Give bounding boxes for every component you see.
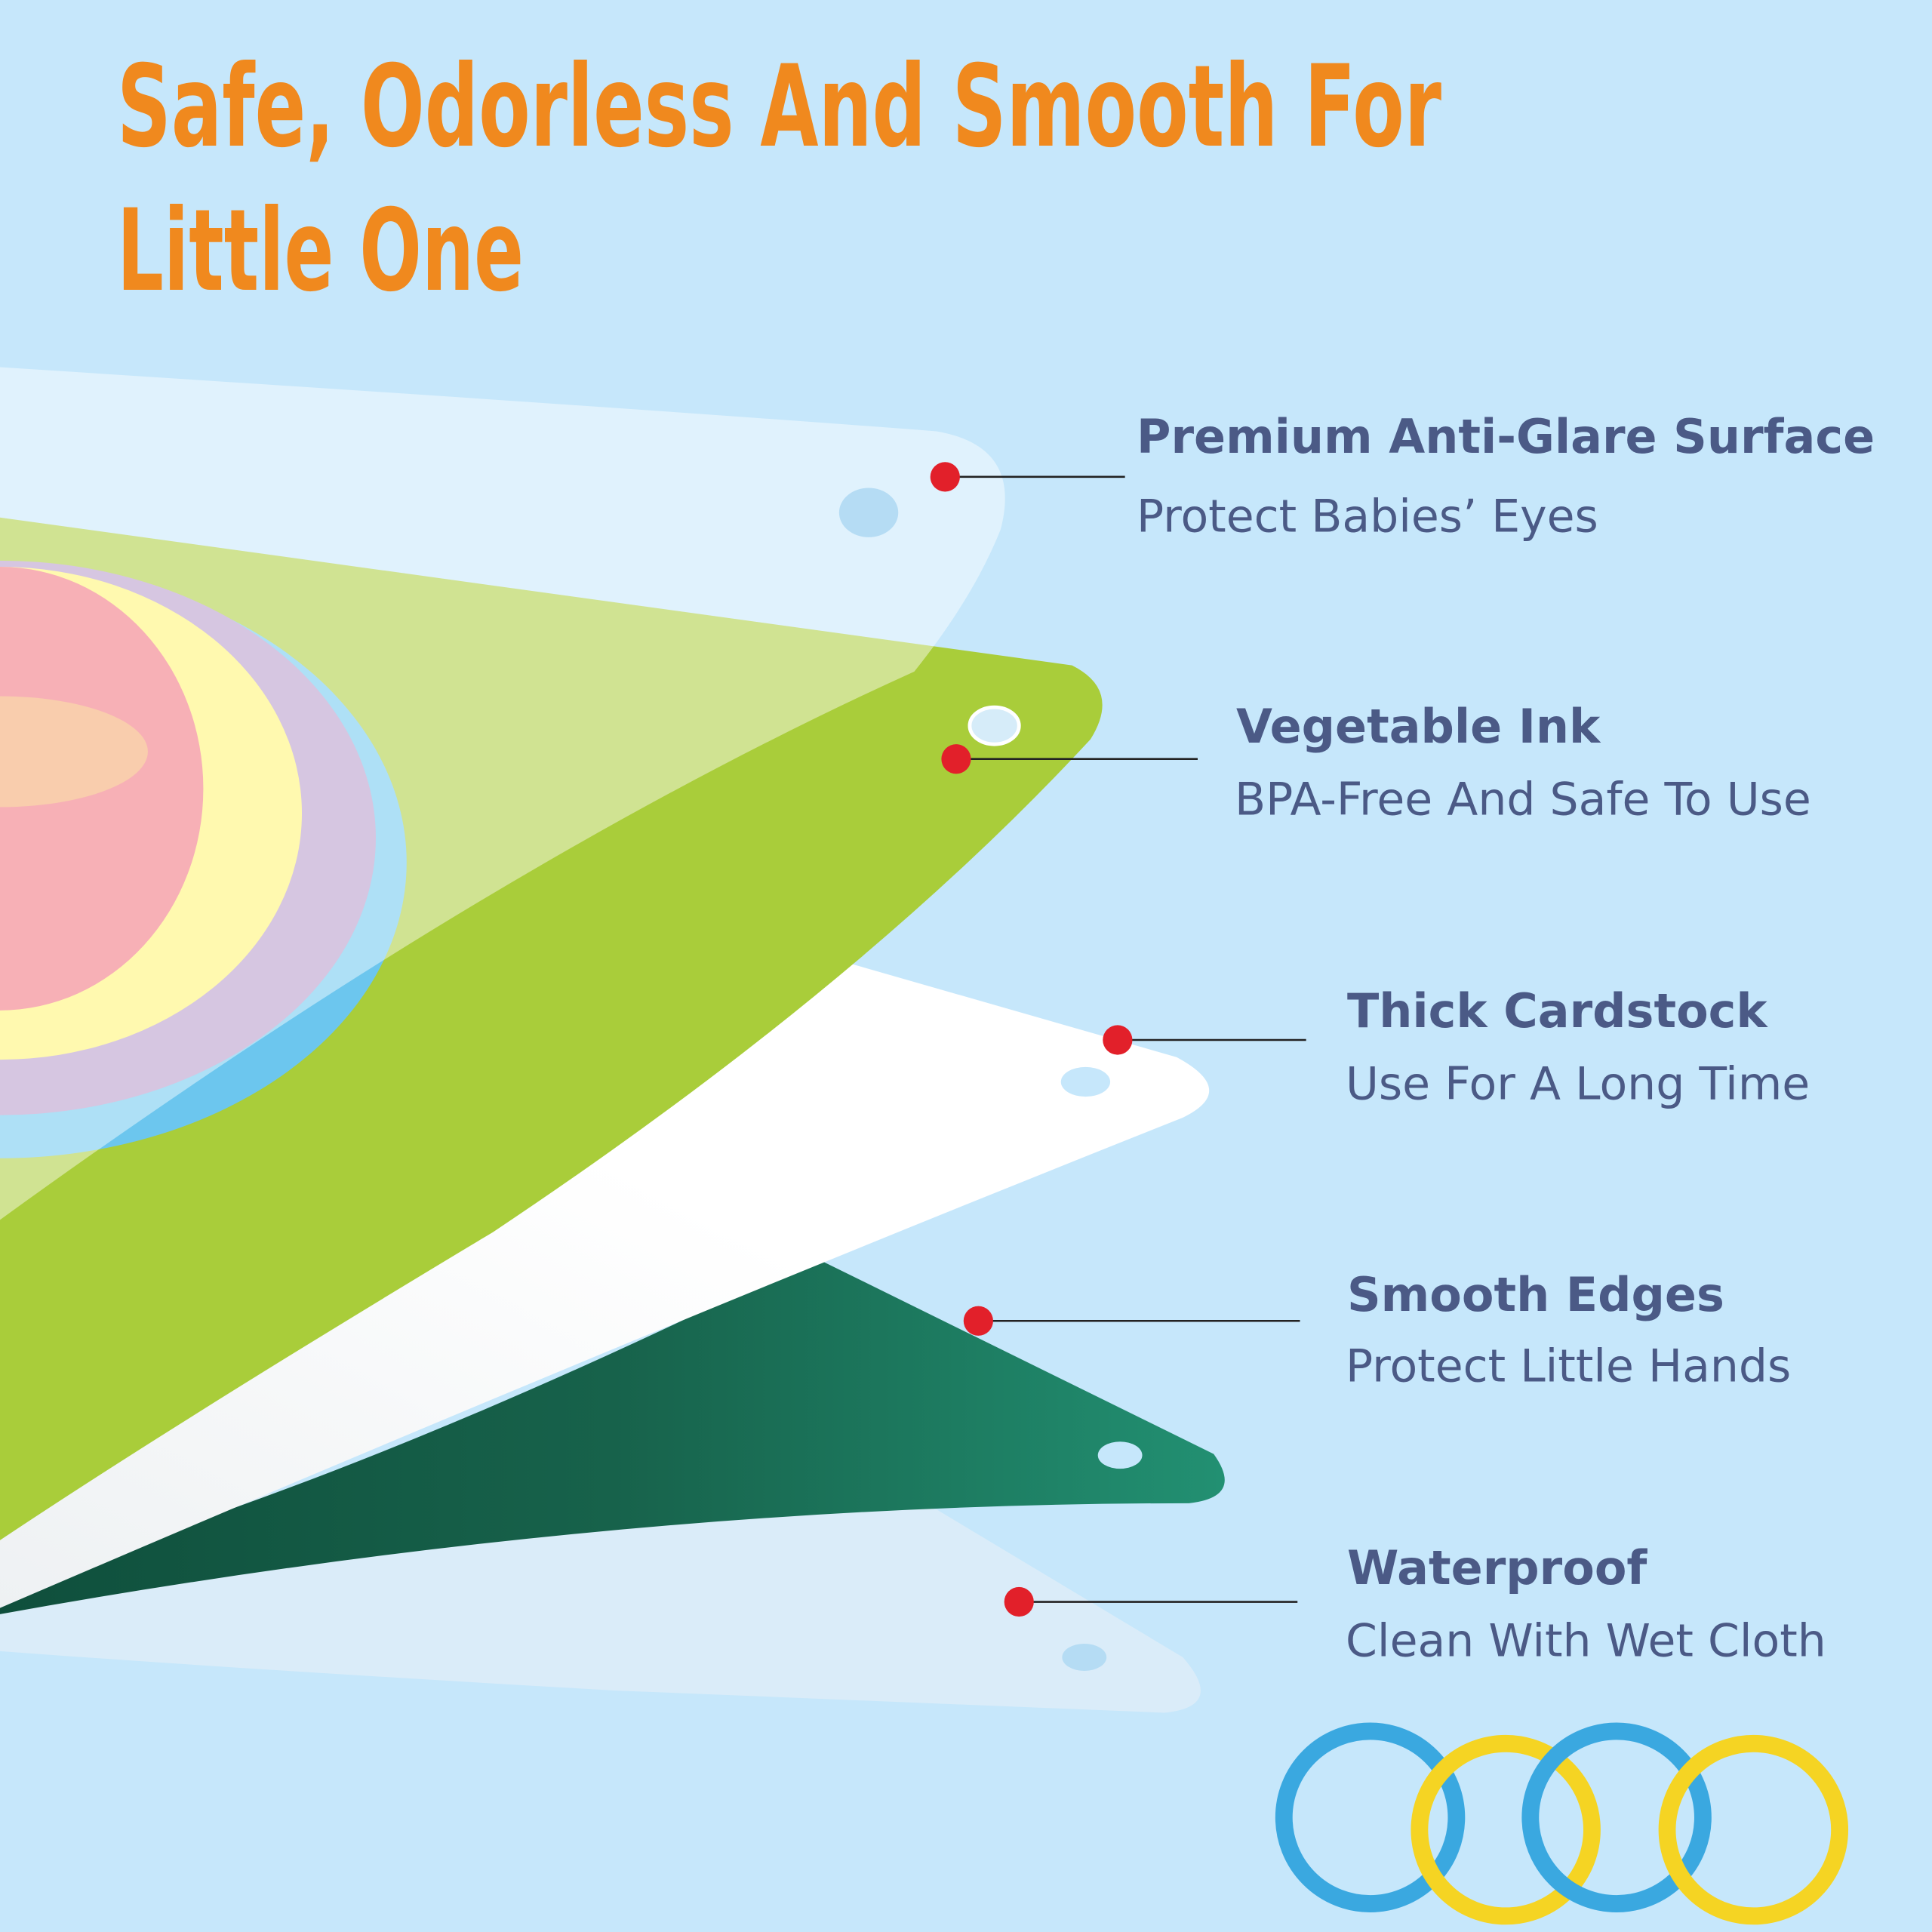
binder-rings [1275, 1722, 1849, 1925]
rainbow [0, 560, 407, 1158]
feature-subtitle: Protect Little Hands [1346, 1340, 1791, 1393]
feature-subtitle: Use For A Long Time [1346, 1058, 1810, 1111]
feature-heading: Premium Anti-Glare Surface [1137, 409, 1875, 464]
hole [1097, 1441, 1143, 1469]
title-line: Safe, Odorless And Smooth For [117, 42, 1441, 173]
feature-subtitle: Clean With Wet Cloth [1346, 1615, 1826, 1668]
feature-heading: Thick Cardstock [1347, 983, 1768, 1038]
feature-subtitle: BPA-Free And Safe To Use [1235, 774, 1811, 826]
feature-heading: Smooth Edges [1347, 1267, 1724, 1322]
anti-glare-sheet [0, 367, 1005, 1220]
hole [968, 705, 1021, 746]
feature-heading: Vegetable Ink [1236, 699, 1601, 754]
hole [1060, 1066, 1111, 1097]
title-line: Little One [117, 186, 524, 317]
feature-subtitle: Protect Babies’ Eyes [1137, 491, 1598, 543]
white-page [0, 963, 1210, 1608]
hole [1062, 1644, 1107, 1671]
feature-heading: Waterproof [1347, 1540, 1647, 1595]
pointers [945, 475, 1306, 1603]
book-pages [0, 367, 1849, 1925]
hole [838, 488, 899, 537]
pointer-dots [930, 462, 1133, 1617]
green-page [0, 1257, 1225, 1614]
